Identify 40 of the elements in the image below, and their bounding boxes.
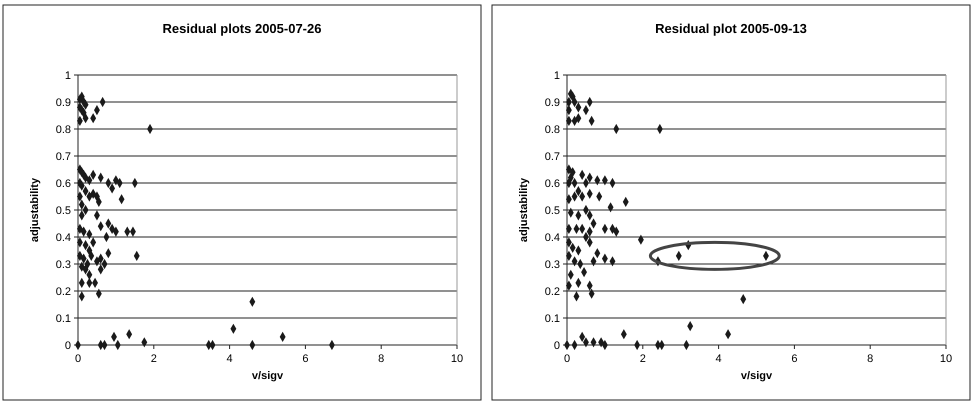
y-tick-label: 0 xyxy=(64,340,71,352)
y-tick-label: 0.6 xyxy=(56,178,71,190)
y-tick-label: 1 xyxy=(64,70,71,82)
y-tick-label: 0.4 xyxy=(544,232,560,244)
x-tick-label: 0 xyxy=(74,353,82,365)
y-tick-label: 0.9 xyxy=(544,97,560,109)
x-tick-label: 2 xyxy=(640,353,646,365)
y-tick-label: 0.8 xyxy=(544,124,560,136)
x-axis-title: v/sigv xyxy=(252,370,284,382)
x-tick-label: 4 xyxy=(716,353,722,365)
y-tick-label: 0.3 xyxy=(544,259,560,271)
x-tick-label: 8 xyxy=(867,353,874,365)
y-tick-label: 0.7 xyxy=(56,151,71,163)
x-tick-label: 4 xyxy=(226,353,233,365)
y-tick-label: 0.8 xyxy=(56,124,71,136)
x-tick-label: 6 xyxy=(302,353,308,365)
y-tick-label: 0.7 xyxy=(544,151,560,163)
y-tick-label: 0.1 xyxy=(544,313,560,325)
y-tick-label: 0 xyxy=(554,340,560,352)
x-tick-label: 6 xyxy=(791,353,798,365)
x-tick-label: 10 xyxy=(940,353,952,365)
y-tick-label: 0.3 xyxy=(56,259,71,271)
x-tick-label: 8 xyxy=(378,353,384,365)
x-tick-label: 10 xyxy=(450,353,464,365)
y-tick-label: 0.2 xyxy=(544,286,560,298)
x-tick-label: 2 xyxy=(150,353,157,365)
x-axis-title: v/sigv xyxy=(740,370,773,382)
y-tick-label: 0.4 xyxy=(56,232,71,244)
y-tick-label: 0.6 xyxy=(544,178,560,190)
y-axis-title: adjustability xyxy=(518,177,530,242)
y-tick-label: 0.5 xyxy=(56,205,71,217)
x-tick-label: 0 xyxy=(564,353,570,365)
y-tick-label: 0.1 xyxy=(56,313,71,325)
chart-title: Residual plot 2005-09-13 xyxy=(655,21,807,36)
y-axis-title: adjustability xyxy=(29,177,41,242)
chart-title: Residual plots 2005-07-26 xyxy=(162,21,322,36)
y-tick-label: 0.9 xyxy=(56,97,71,109)
y-tick-label: 1 xyxy=(554,70,560,82)
y-tick-label: 0.2 xyxy=(56,286,71,298)
y-tick-label: 0.5 xyxy=(544,205,560,217)
